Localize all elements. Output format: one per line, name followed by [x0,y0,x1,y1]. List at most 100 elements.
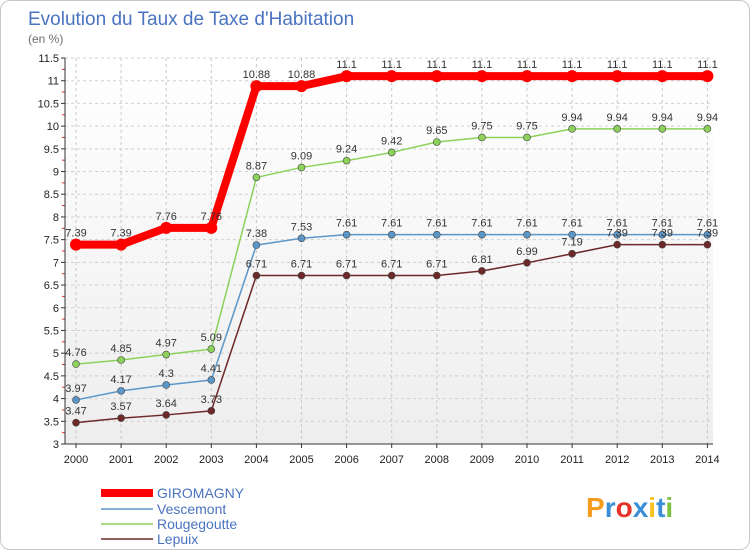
logo-letter: i [665,492,673,523]
logo-letter: t [656,492,665,523]
data-point [432,271,441,280]
data-point [162,350,170,359]
data-point [72,396,80,404]
data-point [568,125,576,133]
y-tick-label: 10 [47,121,59,133]
data-label: 7.61 [652,218,673,230]
data-label: 11.1 [697,59,718,71]
data-labels: 3.47 3.57 3.64 3.73 6.71 6.71 6.71 6.71 6.71 6.81… [65,59,718,417]
data-point [340,70,353,83]
data-point [70,238,82,251]
data-point [387,148,396,157]
x-tick-label: 2000 [64,454,88,466]
data-point [566,70,579,83]
data-label: 7.38 [246,228,267,240]
axes: 3 3.5 4 4.5 5 5.5 6 6.5 7 7.5 8 8.5 9 9.5 10 10.5 11 11.5… [38,53,720,466]
data-label: 11.1 [517,59,538,71]
data-label: 7.39 [652,228,673,240]
data-point [117,387,125,395]
logo-letter: x [633,492,649,523]
x-tick-label: 2007 [379,454,403,466]
data-label: 4.41 [201,363,222,375]
y-tick-label: 3 [53,439,59,451]
data-point [478,133,486,142]
data-label: 11.1 [472,59,493,71]
data-label: 6.71 [426,259,447,271]
data-label: 7.61 [516,218,537,230]
y-tick-label: 11.5 [38,53,59,65]
data-point [613,125,622,133]
data-label: 3.57 [110,401,131,413]
data-label: 4.85 [110,343,131,355]
data-label: 7.61 [426,218,447,230]
x-tick-label: 2013 [650,454,674,466]
data-point [568,230,576,239]
data-label: 4.76 [65,347,86,359]
x-tick-label: 2009 [470,454,494,466]
data-point [252,173,261,182]
data-label: 9.94 [561,112,582,124]
data-label: 9.24 [336,144,357,156]
data-point [250,80,263,93]
data-label: 9.75 [471,120,492,132]
data-point [117,356,125,364]
y-tick-label: 10.5 [38,98,59,110]
data-label: 6.71 [381,259,402,271]
data-label: 7.53 [291,221,312,233]
data-point [432,230,441,239]
data-point [523,259,531,267]
data-point [160,221,173,234]
data-label: 7.61 [471,218,492,230]
data-label: 9.94 [606,112,627,124]
data-label: 11.1 [381,59,402,71]
data-point [387,230,396,239]
data-point [703,125,712,133]
data-label: 9.75 [516,120,537,132]
x-tick-label: 2004 [244,454,268,466]
y-tick-label: 9.5 [44,144,59,156]
data-label: 9.42 [381,135,402,147]
data-point [207,376,216,384]
data-point [478,267,486,275]
logo-letter: o [616,492,633,523]
y-tick-label: 8 [53,212,59,224]
data-label: 6.99 [516,246,537,258]
y-tick-label: 11 [48,76,59,88]
data-point [295,80,308,93]
data-point [162,381,170,389]
data-label: 9.94 [697,112,718,124]
y-tick-label: 5.5 [44,325,59,337]
y-tick-label: 6 [53,303,59,315]
data-point [72,360,80,368]
data-point [523,133,531,142]
data-label: 10.88 [288,69,316,81]
logo-letter: r [605,492,616,523]
legend-label-rougegoutte: Rougegoutte [157,516,237,532]
data-label: 7.61 [697,218,718,230]
data-label: 7.39 [697,228,718,240]
data-point [342,271,351,280]
data-point [658,230,667,239]
data-label: 4.17 [110,374,131,386]
y-tick-label: 4.5 [44,371,59,383]
data-point [342,230,351,239]
x-tick-label: 2002 [154,454,178,466]
data-point [703,240,712,249]
data-point [72,418,80,427]
legend-label-vescemont: Vescemont [157,501,226,517]
data-label: 9.09 [291,150,312,162]
series-lines [70,70,714,427]
x-tick-label: 2006 [334,454,358,466]
logo-letter: P [586,492,605,523]
plot-area [65,58,713,444]
y-tick-label: 4 [53,394,59,406]
data-label: 5.09 [201,332,222,344]
x-tick-label: 2008 [425,454,449,466]
data-point [432,138,441,146]
x-tick-label: 2003 [199,454,223,466]
data-label: 11.1 [607,59,628,71]
data-point [297,234,306,243]
